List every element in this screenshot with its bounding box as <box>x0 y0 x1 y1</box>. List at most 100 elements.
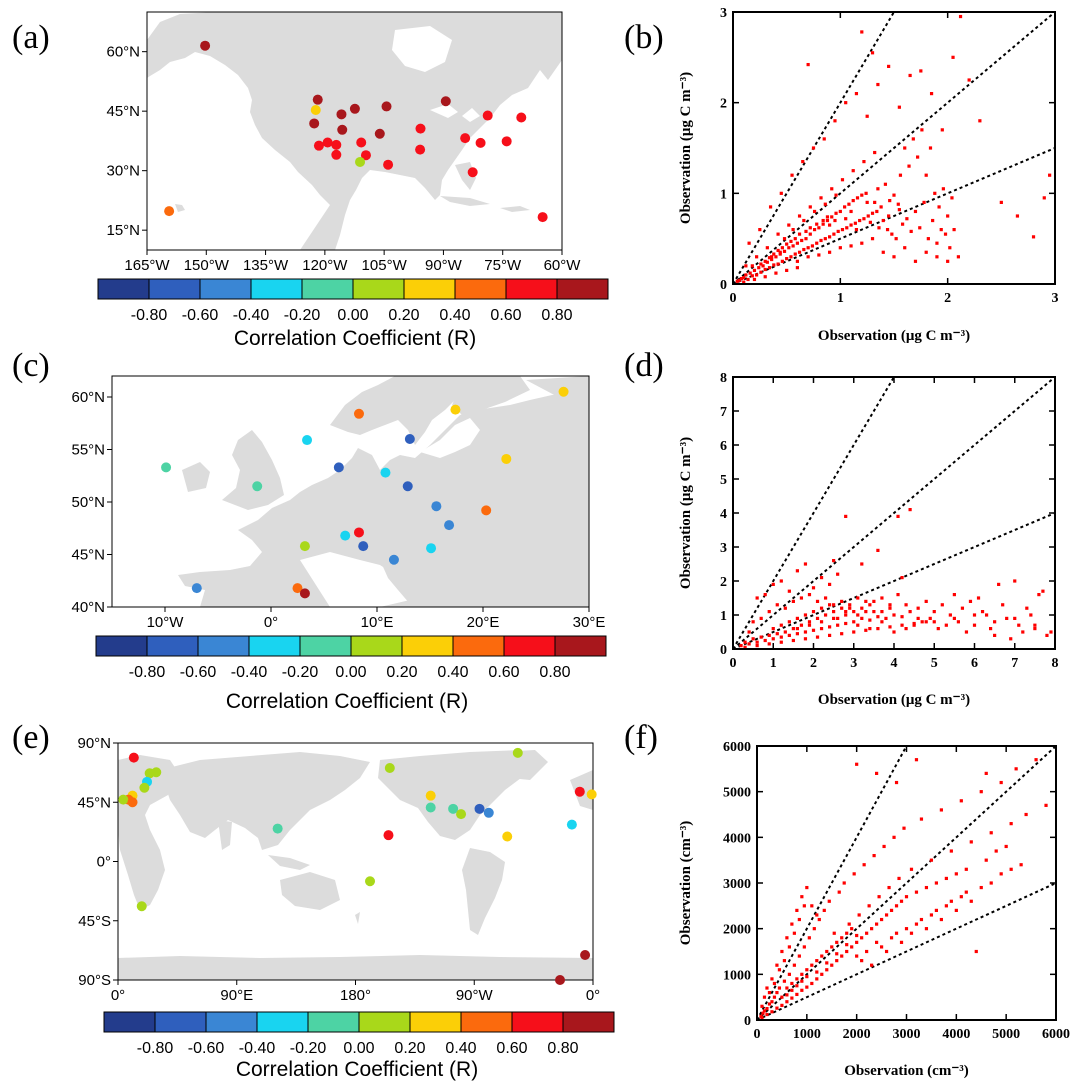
x-tick-label: 1 <box>770 656 777 671</box>
data-point <box>840 599 844 603</box>
data-point <box>785 257 789 261</box>
data-point <box>780 259 784 263</box>
site-marker <box>431 501 442 512</box>
y-tick-label: 1 <box>720 187 727 202</box>
data-point <box>877 226 881 230</box>
data-point <box>803 562 808 566</box>
data-point <box>887 214 891 218</box>
data-point <box>819 627 824 631</box>
colorbar-tick-label: -0.40 <box>231 664 268 681</box>
data-point <box>960 606 965 610</box>
y-tick-label: 2 <box>720 575 727 590</box>
x-axis-label: Observation (μg C m⁻³) <box>818 692 970 708</box>
site-marker <box>292 583 303 594</box>
colorbar-segment <box>197 635 250 657</box>
site-marker <box>191 583 202 594</box>
data-point <box>780 995 784 999</box>
data-point <box>823 237 827 241</box>
colorbar-tick-label: -0.80 <box>129 664 166 681</box>
data-point <box>785 242 789 246</box>
data-point <box>743 645 747 649</box>
data-point <box>845 226 849 230</box>
data-point <box>1009 637 1013 641</box>
data-point <box>924 599 928 603</box>
data-point <box>748 271 752 275</box>
data-point <box>775 603 779 607</box>
panel-label-d: (d) <box>624 347 664 384</box>
data-point <box>902 826 906 830</box>
data-point <box>790 996 794 1000</box>
data-point <box>762 1009 767 1013</box>
data-point <box>851 198 855 203</box>
data-point <box>944 623 948 627</box>
data-point <box>802 247 806 252</box>
data-point <box>870 211 875 215</box>
data-point <box>1034 758 1038 762</box>
data-point <box>770 1010 774 1014</box>
colorbar-segment <box>554 635 607 657</box>
data-point <box>911 137 915 141</box>
site-marker <box>415 123 426 134</box>
colorbar-tick-label: -0.80 <box>131 307 168 324</box>
data-point <box>908 73 912 78</box>
data-point <box>868 220 872 224</box>
data-point <box>795 241 799 245</box>
x-axis-label: Observation (cm⁻³) <box>844 1063 968 1079</box>
y-tick-label: 45°S <box>78 913 111 930</box>
ratio-line <box>733 12 896 284</box>
data-point <box>799 596 804 600</box>
data-point <box>763 275 767 279</box>
site-marker <box>481 505 492 516</box>
data-point <box>855 762 859 766</box>
data-point <box>912 621 916 626</box>
data-point <box>890 232 894 236</box>
data-point <box>838 246 842 250</box>
colorbar-tick-label: 0.00 <box>343 1040 374 1057</box>
data-point <box>761 264 765 268</box>
data-point <box>896 593 900 597</box>
data-point <box>785 936 789 940</box>
colorbar-segment <box>256 1011 309 1033</box>
scatter-b: 0 1 2 3 0 1 2 3 Observation (μg C m⁻³) Observatio… <box>678 6 1059 344</box>
colorbar-tick-label: 0.40 <box>445 1040 476 1057</box>
colorbar-tick-label: -0.80 <box>137 1040 174 1057</box>
data-point <box>830 945 834 949</box>
data-point <box>832 931 836 935</box>
y-tick-label: 45°N <box>106 103 140 120</box>
y-tick-label: 50°N <box>71 494 105 511</box>
data-point <box>989 831 993 835</box>
data-point <box>779 191 783 195</box>
data-point <box>936 627 940 631</box>
data-point <box>920 620 924 624</box>
site-marker <box>353 527 364 538</box>
data-point <box>904 927 909 931</box>
data-point <box>897 208 901 212</box>
ratio-line <box>733 147 1055 284</box>
site-marker <box>374 128 385 139</box>
data-point <box>852 630 856 634</box>
data-point <box>924 173 928 177</box>
data-point <box>894 931 899 935</box>
data-point <box>761 1011 765 1015</box>
data-point <box>876 615 880 619</box>
data-point <box>787 246 791 250</box>
panel-a: (a) 165°W 150°W 135°W 120°W 105°W 90°W 75°W 60°… <box>12 11 581 274</box>
data-point <box>972 613 977 617</box>
data-point <box>888 603 892 607</box>
data-point <box>751 620 755 624</box>
colorbar-segment <box>103 1011 156 1033</box>
data-point <box>795 977 799 981</box>
data-point <box>898 173 903 177</box>
site-marker <box>444 520 455 531</box>
data-point <box>880 596 884 600</box>
data-point <box>779 579 783 583</box>
panel-b: (b) 0 1 2 3 0 1 2 3 Observation (μg C m⁻³) Observ… <box>624 6 1059 344</box>
data-point <box>1004 844 1008 849</box>
y-axis-label: Observation (μg C m⁻³) <box>678 72 694 224</box>
data-point <box>1033 627 1037 631</box>
colorbar-segment <box>154 1011 207 1033</box>
scatter-d: 0 1 2 3 4 5 6 7 8 0 1 2 3 4 5 6 7 8 Observation (μg C m⁻³)… <box>678 371 1059 708</box>
data-point <box>913 259 918 263</box>
data-point <box>825 968 829 972</box>
site-marker <box>161 462 172 473</box>
